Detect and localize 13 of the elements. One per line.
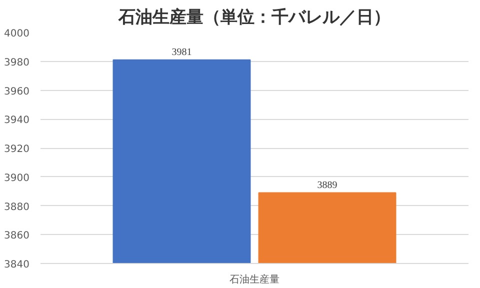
y-tick-label: 3920: [4, 144, 30, 155]
x-tick-label: 石油生産量: [230, 274, 280, 286]
y-tick-label: 4000: [4, 28, 30, 40]
y-tick-label: 3940: [4, 115, 30, 126]
y-tick-label: 3980: [4, 57, 30, 68]
y-tick-label: 3880: [4, 202, 30, 213]
y-tick-label: 3840: [4, 260, 30, 270]
chart-title: 石油生産量（単位：千バレル／日）: [118, 8, 390, 28]
data-label: 3981: [172, 46, 192, 58]
y-tick-label: 3860: [4, 230, 30, 242]
data-label: 3889: [317, 180, 338, 191]
y-tick-label: 3960: [4, 86, 30, 98]
y-tick-label: 3900: [4, 172, 30, 184]
